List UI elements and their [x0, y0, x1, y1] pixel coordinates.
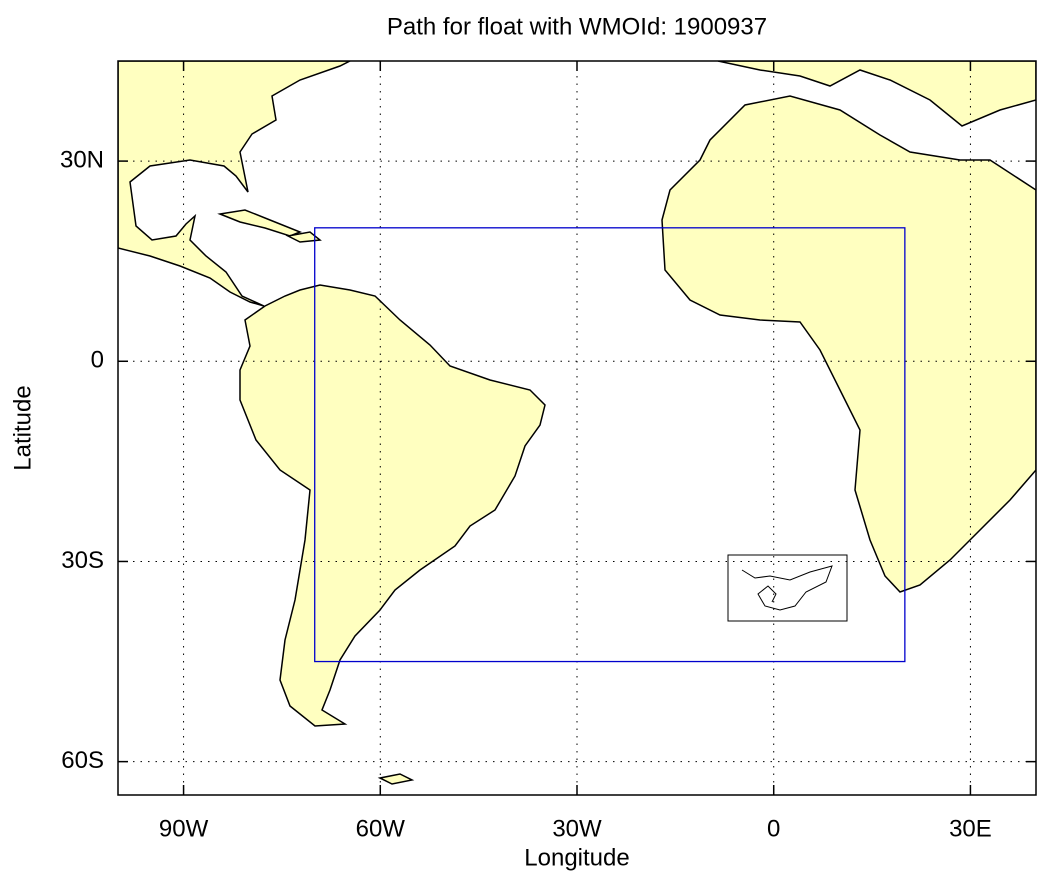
north-america	[118, 61, 351, 307]
inset-box	[727, 554, 848, 622]
x-tick-label: 60W	[356, 815, 406, 842]
x-tick-label: 30W	[552, 815, 602, 842]
cuba	[217, 209, 303, 237]
x-tick-label: 90W	[159, 815, 209, 842]
hispaniola	[285, 231, 322, 243]
y-tick-label: 30N	[60, 146, 104, 173]
africa	[661, 95, 1036, 593]
europe	[717, 61, 1036, 127]
x-tick-label: 0	[767, 815, 780, 842]
region-box	[314, 227, 906, 663]
float-track-inset	[727, 554, 848, 622]
x-axis-label: Longitude	[524, 844, 629, 871]
falklands	[377, 773, 415, 785]
y-tick-label: 30S	[61, 547, 104, 574]
south-america	[239, 284, 546, 727]
coastlines	[118, 61, 1036, 785]
float-track	[741, 565, 833, 611]
x-tick-label: 30E	[949, 815, 992, 842]
y-axis-label: Latitude	[9, 385, 36, 470]
y-tick-label: 0	[91, 347, 104, 374]
y-tick-label: 60S	[61, 747, 104, 774]
chart-title: Path for float with WMOId: 1900937	[387, 13, 767, 40]
